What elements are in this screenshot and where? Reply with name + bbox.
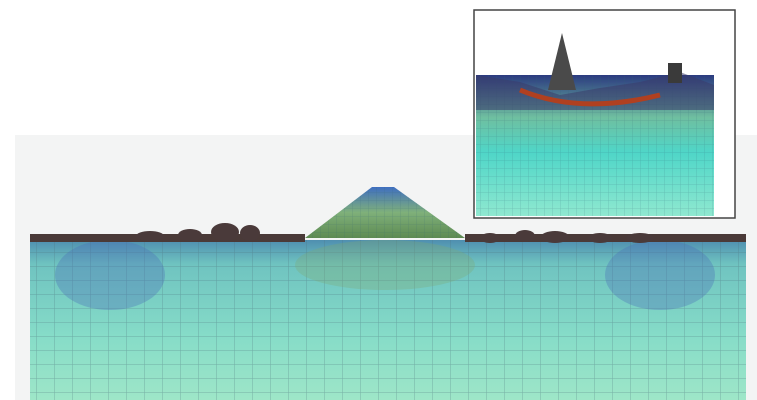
inset-debris [668, 63, 682, 83]
simulation-image [0, 0, 757, 400]
page [0, 0, 757, 400]
stress-zone [55, 240, 165, 310]
inset [474, 10, 735, 218]
stress-zone [295, 240, 475, 290]
stress-zone [605, 240, 715, 310]
